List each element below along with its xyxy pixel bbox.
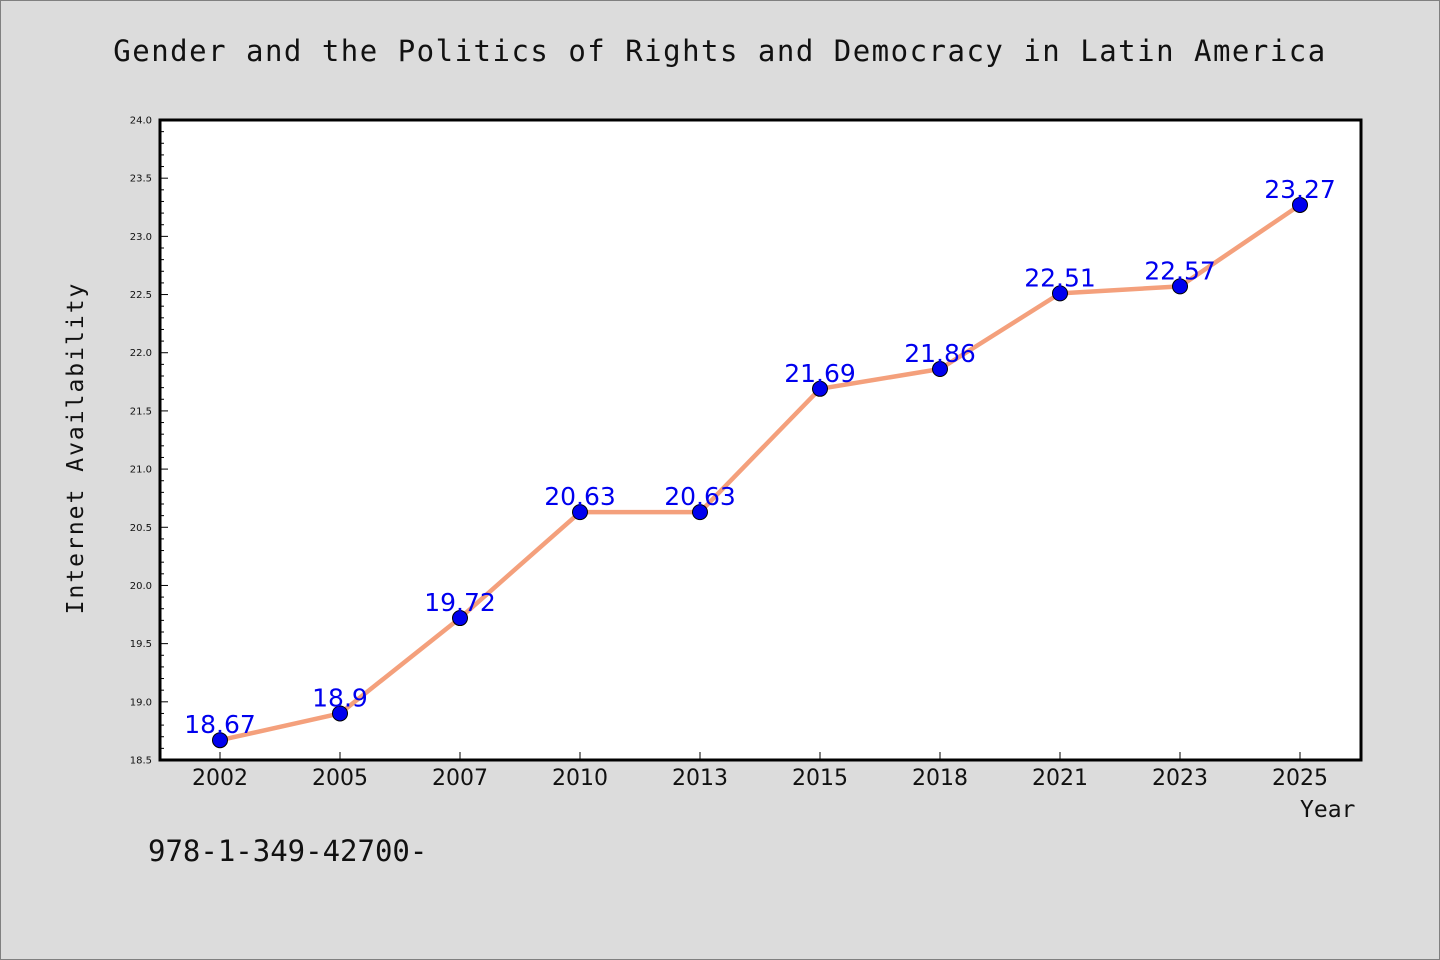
x-tick-label: 2002 (192, 766, 248, 791)
x-tick-label: 2023 (1152, 766, 1208, 791)
data-label: 21.69 (784, 359, 856, 388)
y-tick-label: 22.5 (130, 290, 152, 301)
y-tick-label: 23.5 (130, 174, 152, 185)
data-point (212, 732, 228, 749)
series-group: 18.67 18.9 19.72 20.63 20.63 21.69 21.86 22.51 2… (184, 175, 1336, 749)
x-tick-label: 2015 (792, 766, 848, 791)
x-tick-label: 2007 (432, 766, 488, 791)
data-point (452, 610, 468, 627)
data-label: 22.57 (1144, 256, 1216, 285)
data-point (692, 504, 708, 521)
x-tick-label: 2025 (1272, 766, 1328, 791)
y-tick-label: 19.0 (130, 697, 152, 708)
x-axis-label: Year (1300, 797, 1356, 823)
data-label: 20.63 (544, 482, 616, 511)
y-tick-label: 21.5 (130, 406, 152, 417)
plot-area (158, 118, 1363, 762)
y-tick-label: 18.5 (130, 756, 152, 767)
y-tick-label: 23.0 (130, 232, 152, 243)
x-tick-label: 2018 (912, 766, 968, 791)
y-tick-label: 22.0 (130, 348, 152, 359)
data-label: 19.72 (424, 588, 496, 617)
data-label: 20.63 (664, 482, 736, 511)
data-point (332, 705, 348, 722)
data-point (572, 504, 588, 521)
data-point (812, 380, 828, 397)
y-tick-label: 21.0 (130, 465, 152, 476)
data-point (932, 361, 948, 378)
x-tick-label: 2010 (552, 766, 608, 791)
data-point (1292, 196, 1308, 213)
y-axis: 18.5 19.0 19.5 20.0 20.5 21.0 21.5 22.0 22.5 23.0… (130, 116, 168, 767)
y-tick-label: 19.5 (130, 639, 152, 650)
data-label: 18.9 (312, 683, 368, 712)
series-line (217, 202, 1303, 743)
data-label: 21.86 (904, 339, 976, 368)
y-tick-label: 20.0 (130, 581, 152, 592)
x-tick-label: 2005 (312, 766, 368, 791)
data-label: 22.51 (1024, 263, 1096, 292)
y-tick-label: 20.5 (130, 523, 152, 534)
chart-title: Gender and the Politics of Rights and De… (113, 34, 1327, 68)
y-tick-label: 24.0 (130, 116, 152, 127)
data-point (1172, 278, 1188, 295)
footnote-isbn: 978-1-349-42700- (148, 834, 428, 868)
x-axis: 2002 2005 2007 2010 2013 2015 2018 2021 2023 2025 (192, 752, 1328, 791)
data-point (1052, 285, 1068, 302)
data-label: 18.67 (184, 710, 256, 739)
x-tick-label: 2021 (1032, 766, 1088, 791)
data-label: 23.27 (1264, 175, 1336, 204)
x-tick-label: 2013 (672, 766, 728, 791)
